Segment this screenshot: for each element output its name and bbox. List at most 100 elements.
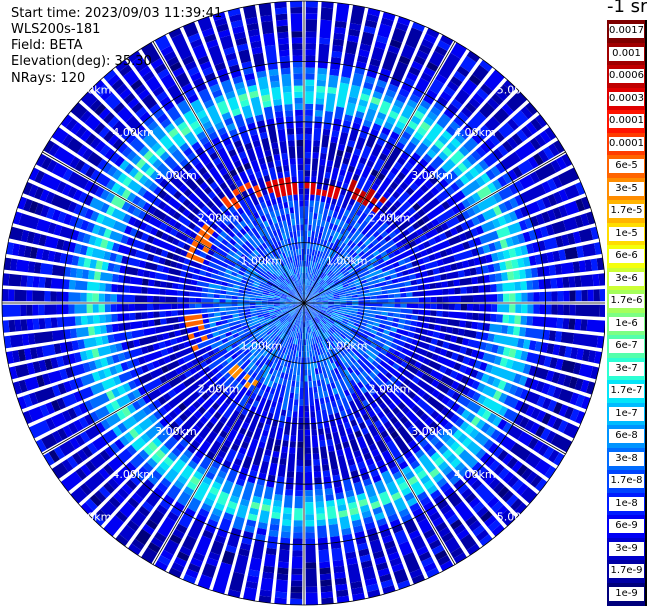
ray-gate bbox=[356, 435, 367, 450]
ray-gate bbox=[359, 43, 372, 52]
ray-gate bbox=[412, 376, 420, 384]
ray-gate bbox=[581, 289, 588, 302]
ray-gate bbox=[326, 278, 332, 284]
ray-gate bbox=[261, 429, 269, 437]
ray-gate bbox=[374, 281, 387, 288]
ray-gate bbox=[206, 39, 219, 49]
ray-gate bbox=[448, 311, 467, 320]
ray-gate bbox=[240, 322, 248, 327]
ray-gate bbox=[293, 67, 303, 74]
ray-gate bbox=[233, 159, 242, 168]
ray-gate bbox=[338, 335, 349, 346]
ray-gate bbox=[243, 303, 250, 306]
ray-gate bbox=[194, 146, 205, 156]
ray-gate bbox=[304, 152, 311, 159]
ray-gate bbox=[125, 266, 139, 276]
ray-gate bbox=[346, 204, 353, 212]
ray-gate bbox=[492, 377, 501, 388]
ray-gate bbox=[164, 369, 178, 381]
ray-gate bbox=[353, 222, 361, 230]
ray-gate bbox=[85, 246, 94, 257]
ray-gate bbox=[441, 396, 451, 406]
ray-gate bbox=[386, 411, 395, 420]
ray-gate bbox=[236, 43, 249, 52]
ray-gate bbox=[228, 148, 237, 158]
colorbar-tick-label: 6e-8 bbox=[609, 429, 644, 443]
colorbar-tick-label: 1e-7 bbox=[609, 406, 644, 421]
ray-gate bbox=[285, 244, 290, 252]
ray-gate bbox=[295, 286, 299, 293]
ray-gate bbox=[244, 142, 253, 151]
ray-gate bbox=[216, 23, 229, 33]
ray-gate bbox=[415, 77, 430, 93]
ray-gate bbox=[302, 290, 304, 297]
ray-gate bbox=[389, 384, 403, 397]
ray-gate bbox=[403, 77, 416, 88]
ray-gate bbox=[305, 61, 316, 68]
ray-gate bbox=[501, 325, 509, 334]
ray-gate bbox=[430, 436, 440, 446]
ray-gate bbox=[120, 361, 129, 372]
ray-gate bbox=[142, 133, 158, 149]
ray-gate bbox=[332, 324, 353, 341]
ray-gate bbox=[535, 381, 545, 393]
ray-gate bbox=[363, 309, 382, 315]
ray-gate bbox=[223, 46, 236, 56]
ray-gate bbox=[301, 272, 303, 279]
ray-gate bbox=[28, 420, 51, 439]
ray-gate bbox=[238, 49, 251, 64]
ray-gate bbox=[138, 417, 154, 432]
ray-gate bbox=[305, 109, 313, 116]
ray-gate bbox=[175, 231, 189, 242]
range-ring-label: 1.00km bbox=[241, 340, 283, 353]
ray-gate bbox=[115, 534, 129, 547]
ray-gate bbox=[223, 273, 231, 279]
ray-gate bbox=[302, 291, 304, 297]
ray-gate bbox=[360, 31, 375, 46]
ray-gate bbox=[289, 336, 293, 344]
ray-gate bbox=[388, 268, 396, 275]
ray-gate bbox=[334, 353, 347, 371]
ray-gate bbox=[323, 275, 329, 281]
ray-gate bbox=[536, 410, 547, 423]
ray-gate bbox=[419, 234, 428, 242]
ray bbox=[2, 273, 302, 303]
ray-gate bbox=[300, 291, 304, 302]
ray-gate bbox=[105, 205, 116, 216]
ray-gate bbox=[450, 150, 465, 165]
ray bbox=[17, 196, 303, 303]
ray-gate bbox=[311, 319, 315, 325]
ray-gate bbox=[311, 170, 318, 177]
ray-gate bbox=[350, 364, 357, 372]
ray-gate bbox=[296, 344, 300, 351]
ray-gate bbox=[418, 297, 425, 303]
ray-gate bbox=[339, 294, 346, 298]
ray-gate bbox=[117, 487, 129, 500]
ray-gate bbox=[562, 276, 570, 288]
ray-gate bbox=[435, 317, 449, 325]
ray-gate bbox=[189, 303, 196, 309]
ray-gate bbox=[315, 299, 322, 301]
ray bbox=[17, 303, 303, 410]
ray-gate bbox=[354, 530, 366, 539]
ray-gate bbox=[180, 249, 188, 257]
ray-gate bbox=[100, 189, 110, 201]
ray-gate bbox=[390, 327, 398, 333]
ray-gate bbox=[288, 200, 294, 208]
ray-gate bbox=[164, 225, 173, 234]
ray-gate bbox=[540, 253, 549, 264]
ray-gate bbox=[527, 292, 534, 302]
ray-gate bbox=[337, 272, 343, 278]
ray-gate bbox=[350, 419, 358, 427]
ray-gate bbox=[400, 335, 408, 342]
ray-gate bbox=[26, 275, 34, 288]
ray-gate bbox=[286, 297, 299, 302]
ray-gate bbox=[464, 102, 477, 114]
ray-gate bbox=[81, 269, 89, 279]
ray-gate bbox=[496, 251, 505, 261]
ray-gate bbox=[376, 234, 384, 242]
ray-gate bbox=[430, 144, 441, 155]
ray-gate bbox=[410, 279, 418, 286]
ray-gate bbox=[214, 62, 226, 72]
ray-gate bbox=[212, 420, 225, 435]
